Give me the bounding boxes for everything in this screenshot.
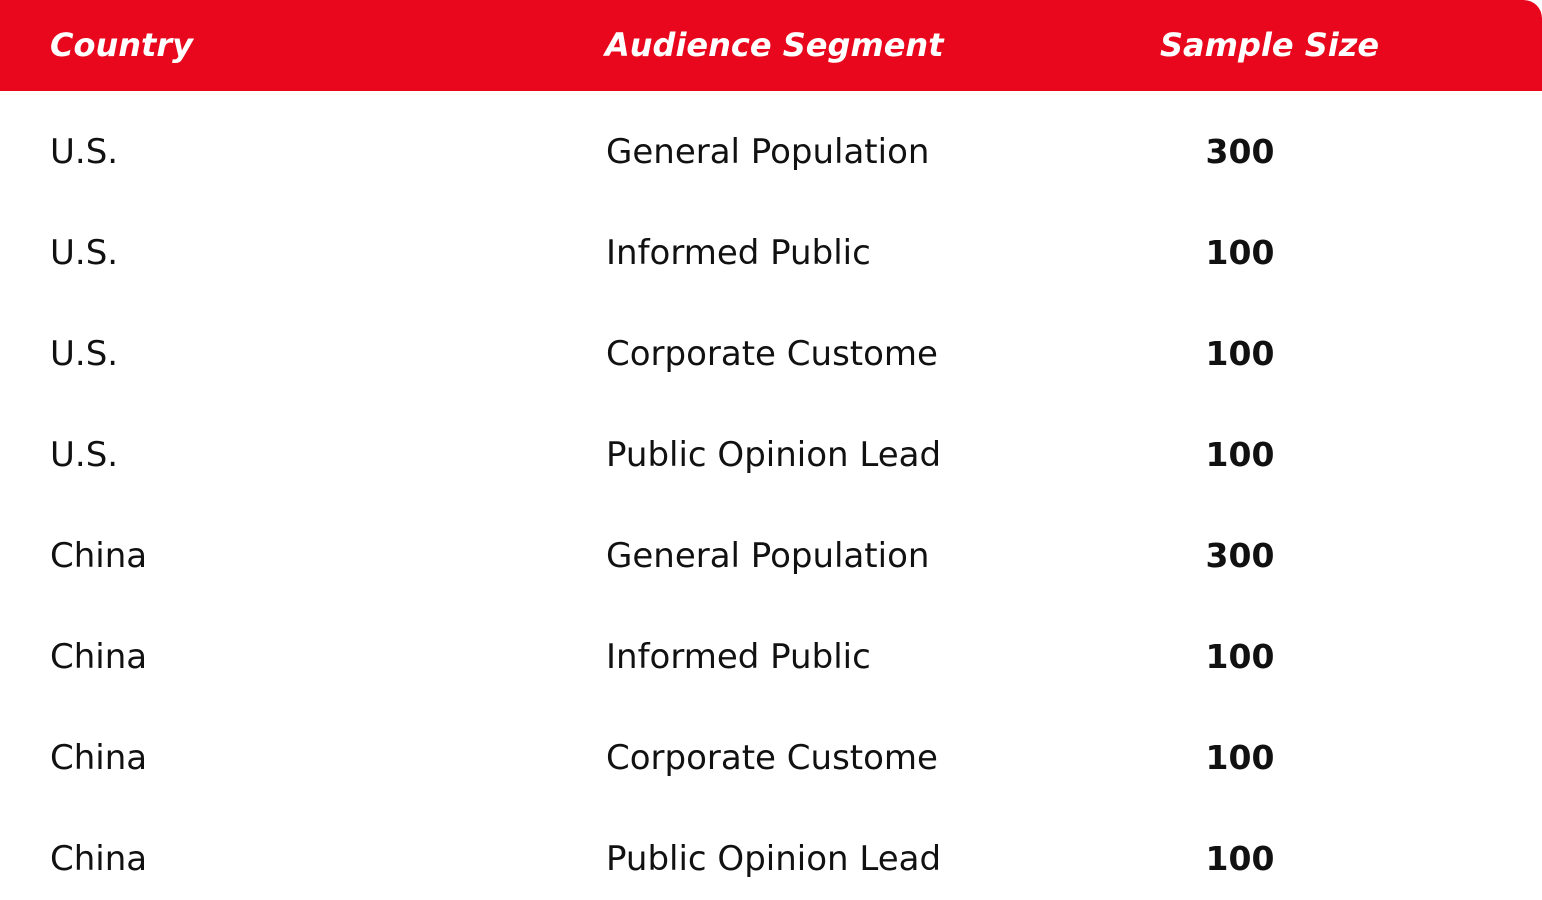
country-cell: China [50,536,148,576]
sample-size-cell: 100 [1205,435,1275,474]
country-cell: U.S. [50,334,119,374]
column-header-sample-size[interactable]: Sample Size [1160,26,1380,64]
audience-segment-cell: Corporate Customers [606,334,938,374]
table-row: China General Population 300 [0,495,1542,596]
audience-segment-cell: Public Opinion Leaders [606,839,938,879]
sample-size-cell: 100 [1205,334,1275,373]
table-row: U.S. Informed Public 100 [0,192,1542,293]
table-row: China Informed Public 100 [0,596,1542,697]
audience-segment-cell: Informed Public [606,233,871,273]
table-row: U.S. Public Opinion Leaders 100 [0,394,1542,495]
column-header-audience-segment[interactable]: Audience Segment [605,26,944,64]
sample-size-cell: 300 [1205,536,1275,575]
country-cell: U.S. [50,435,119,475]
table-row: China Public Opinion Leaders 100 [0,798,1542,899]
country-cell: U.S. [50,233,119,273]
table-row: U.S. General Population 300 [0,91,1542,192]
table-row: China Corporate Customers 100 [0,697,1542,798]
country-cell: China [50,738,148,778]
sample-size-cell: 100 [1205,637,1275,676]
country-cell: U.S. [50,132,119,172]
table-body: U.S. General Population 300 U.S. Informe… [0,91,1542,900]
country-cell: China [50,637,148,677]
sample-size-cell: 100 [1205,738,1275,777]
table-row: U.S. Corporate Customers 100 [0,293,1542,394]
sample-size-cell: 300 [1205,132,1275,171]
table-header-row: Country Audience Segment Sample Size [0,0,1542,91]
audience-segment-cell: Corporate Customers [606,738,938,778]
sample-size-cell: 100 [1205,233,1275,272]
sample-size-cell: 100 [1205,839,1275,878]
audience-segment-cell: Informed Public [606,637,871,677]
column-header-country[interactable]: Country [50,26,193,64]
country-cell: China [50,839,148,879]
audience-segment-cell: General Population [606,536,930,576]
audience-segment-cell: Public Opinion Leaders [606,435,938,475]
audience-segment-cell: General Population [606,132,930,172]
